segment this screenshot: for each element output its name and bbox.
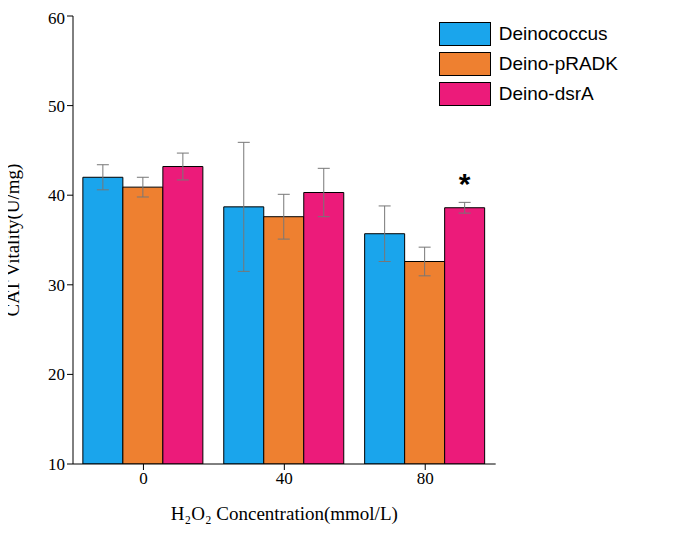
html-text:Deinococcus: Deinococcus: [498, 23, 608, 44]
svg-text:40: 40: [276, 469, 293, 488]
svg-text:50: 50: [48, 97, 65, 116]
html-text:Deino-dsrA: Deino-dsrA: [498, 83, 594, 104]
svg-text:60: 60: [48, 9, 65, 28]
svg-text:30: 30: [48, 276, 65, 295]
svg-text:0: 0: [139, 469, 148, 488]
svg-text:10: 10: [48, 455, 65, 474]
svg-text:40: 40: [48, 186, 65, 205]
svg-text:20: 20: [48, 365, 65, 384]
html-text:Deino-pRADK: Deino-pRADK: [498, 53, 618, 74]
svg-text:80: 80: [417, 469, 434, 488]
svg-text:*: *: [459, 167, 471, 200]
svg-text:H₂O₂ Concentration(mmol/L): H₂O₂ Concentration(mmol/L): [171, 503, 398, 525]
svg-text:CAT Vitality(U/mg): CAT Vitality(U/mg): [8, 164, 24, 317]
